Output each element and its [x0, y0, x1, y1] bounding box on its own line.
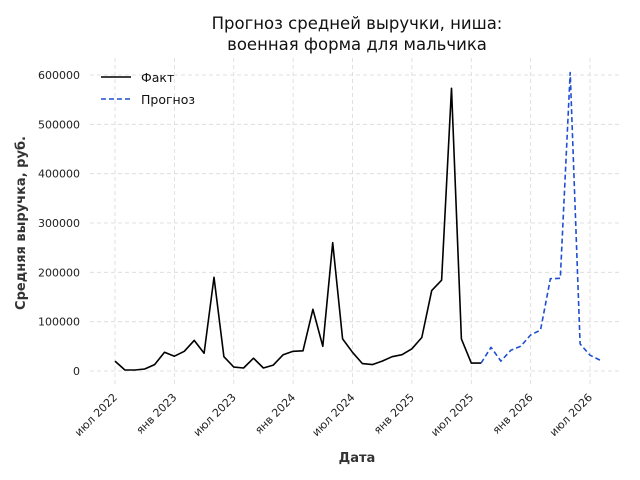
- legend-label: Факт: [141, 70, 174, 85]
- x-tick-label: июл 2024: [310, 391, 358, 439]
- grid: [90, 58, 622, 387]
- series-line-actual: [114, 87, 482, 371]
- chart-title: Прогноз средней выручки, ниша: военная ф…: [212, 14, 503, 54]
- legend-label: Прогноз: [141, 92, 195, 107]
- x-tick-label: июл 2022: [72, 391, 120, 439]
- x-tick-label: июл 2026: [547, 391, 595, 439]
- x-tick-label: янв 2024: [252, 391, 298, 437]
- chart-title-line-2: военная форма для мальчика: [227, 35, 487, 54]
- y-axis-ticks: 0 100000 200000 300000 400000 500000 600000: [38, 69, 80, 378]
- legend: Факт Прогноз: [101, 70, 195, 107]
- y-tick-label: 200000: [38, 266, 80, 279]
- series-line-forecast: [480, 71, 601, 364]
- y-tick-label: 600000: [38, 69, 80, 82]
- series-lines: [114, 71, 601, 371]
- y-tick-label: 0: [73, 365, 80, 378]
- x-tick-label: янв 2025: [371, 391, 417, 437]
- x-tick-label: янв 2023: [134, 391, 180, 437]
- x-tick-label: июл 2023: [191, 391, 239, 439]
- y-tick-label: 500000: [38, 118, 80, 131]
- x-axis-label: Дата: [339, 451, 376, 466]
- y-tick-label: 100000: [38, 316, 80, 329]
- y-tick-label: 300000: [38, 217, 80, 230]
- y-tick-label: 400000: [38, 168, 80, 181]
- x-tick-label: янв 2026: [490, 391, 536, 437]
- x-axis-ticks: июл 2022 янв 2023 июл 2023 янв 2024 июл 2024…: [72, 391, 595, 439]
- y-axis-label: Средняя выручка, руб.: [14, 136, 29, 310]
- x-tick-label: июл 2025: [428, 391, 476, 439]
- chart-title-line-1: Прогноз средней выручки, ниша:: [212, 14, 503, 33]
